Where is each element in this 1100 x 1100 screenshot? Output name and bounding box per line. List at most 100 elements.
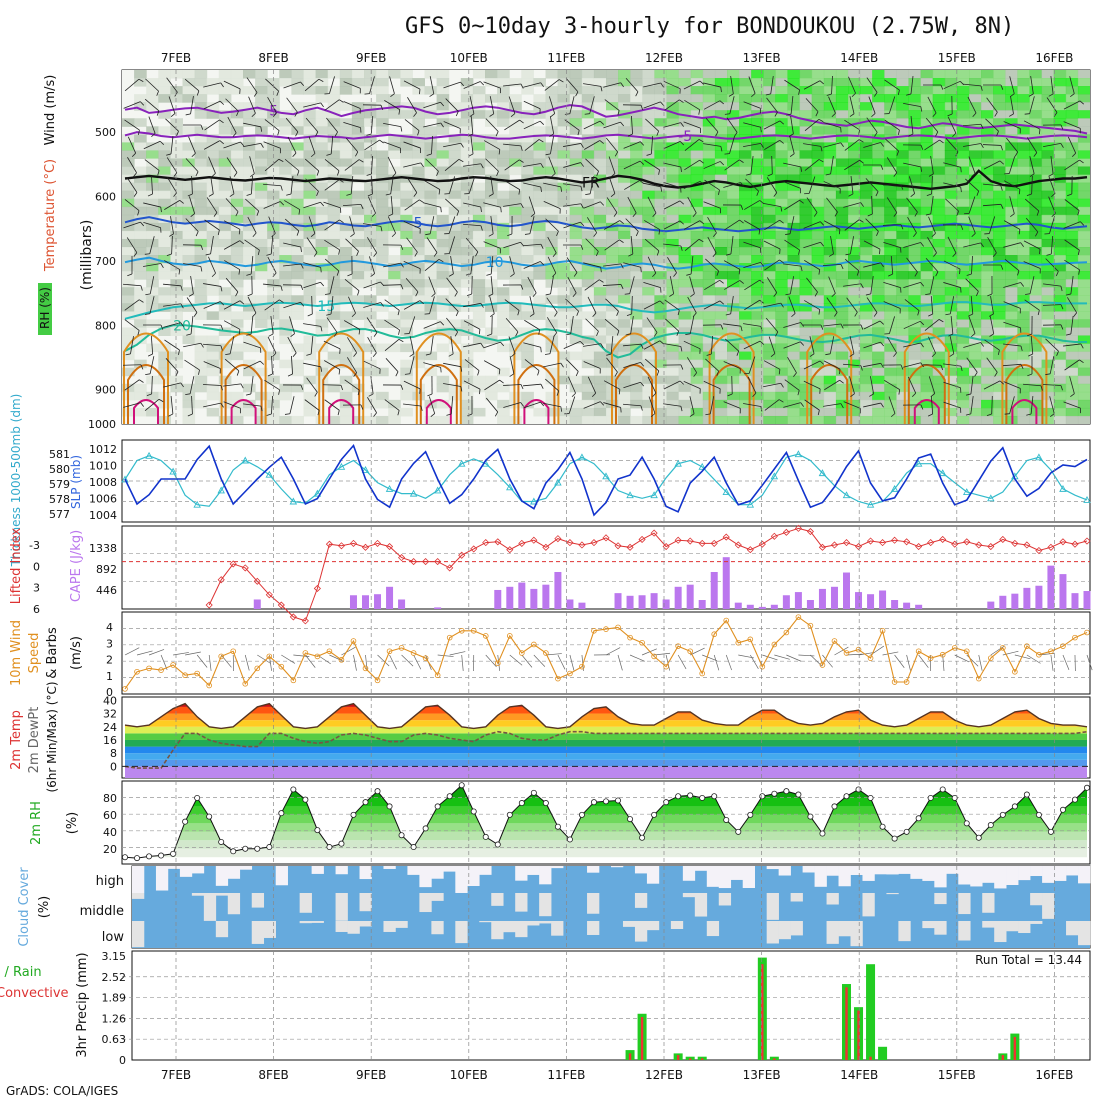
wind-barb: [843, 401, 861, 409]
rh-cell: [339, 391, 353, 401]
rh-cell: [315, 415, 329, 424]
rh-cell: [860, 263, 873, 272]
rh-cell: [593, 118, 607, 127]
rh-cell: [727, 271, 740, 280]
rh-cell: [739, 70, 752, 79]
rh-cell: [1041, 367, 1055, 377]
wind-barb-flag: [371, 212, 376, 218]
rh-cell: [557, 86, 571, 95]
wind-barb: [305, 117, 319, 133]
rh-cell: [146, 247, 159, 256]
rh-cell: [545, 102, 559, 111]
rh-cell: [944, 255, 958, 264]
wind-barb: [884, 79, 900, 91]
li-marker: [398, 554, 406, 562]
rh-cell: [860, 182, 873, 192]
wind-barb-flag: [860, 283, 864, 289]
wind-barb: [1063, 343, 1081, 347]
rh-cell: [339, 247, 353, 256]
li-marker: [325, 540, 333, 548]
rh-cell: [243, 311, 256, 320]
wind-barb-flag: [926, 193, 932, 196]
rh-cell: [896, 214, 909, 224]
rh-cell: [327, 238, 341, 248]
wind-barb: [970, 295, 974, 315]
rh-cell: [1029, 166, 1043, 176]
rh-cell: [739, 102, 752, 111]
rh-cell: [424, 182, 438, 192]
rh-cell: [243, 118, 256, 127]
rh-cell: [533, 247, 546, 256]
wind-barb: [764, 140, 780, 150]
rh-cell: [763, 319, 776, 328]
rh-cell: [1053, 287, 1067, 296]
wind-barb-flag: [1078, 269, 1080, 275]
rh-cell: [908, 247, 922, 256]
rh-cell: [424, 142, 438, 151]
rh-cell: [509, 238, 522, 248]
rh-cell: [896, 255, 909, 264]
rh-cell: [497, 142, 510, 151]
wind-barb-flag: [220, 301, 225, 306]
rh-cell: [327, 102, 341, 111]
rh-cell: [472, 206, 486, 216]
wind-barb-flag: [499, 379, 504, 384]
rh-cell: [581, 230, 595, 240]
wind-barb-flag: [1004, 413, 1010, 415]
wind-barb-flag: [220, 286, 223, 292]
rh-cell: [509, 126, 522, 135]
rh-cell: [969, 206, 982, 216]
rh-cell: [218, 166, 232, 176]
rh-cell: [376, 303, 389, 312]
wind-barb-flag: [188, 293, 194, 297]
rh-cell: [497, 230, 510, 240]
thickness-marker: [890, 484, 899, 492]
wind-barb: [765, 317, 779, 333]
wind-barb-flag: [820, 324, 824, 330]
rh-cell: [848, 271, 861, 280]
wind-barb-flag: [198, 369, 200, 375]
rh-cell: [666, 311, 680, 320]
wind-barb: [663, 162, 681, 168]
wind-barb-flag: [960, 187, 962, 193]
wind-barb: [930, 196, 934, 214]
rh-cell: [194, 287, 208, 296]
rh-cell: [823, 415, 837, 424]
rh-cell: [944, 343, 958, 353]
wind-barb: [684, 159, 700, 171]
rh-cell: [811, 214, 825, 224]
rh-cell: [581, 150, 595, 159]
wind-barb: [863, 320, 881, 330]
rh-cell: [339, 375, 353, 385]
rh-cell: [533, 206, 546, 216]
rh-cell: [243, 367, 256, 377]
rh-cell: [835, 287, 849, 296]
wind-barb-flag: [1000, 264, 1004, 270]
rh-cell: [1017, 263, 1030, 272]
rh-cell: [751, 311, 764, 320]
rh-cell: [1053, 110, 1067, 119]
rh-cell: [799, 206, 813, 216]
rh-cell: [339, 230, 353, 240]
rh-cell: [424, 351, 438, 361]
wind-barb-flag: [1026, 193, 1032, 196]
wind-barb-flag: [774, 111, 778, 117]
wind-barb: [163, 382, 181, 388]
wind-barb-flag: [935, 131, 939, 137]
rh-cell: [509, 206, 522, 216]
wind-barb-flag: [1060, 286, 1063, 292]
rh-cell: [969, 311, 982, 320]
rh-cell: [690, 166, 704, 176]
rh-cell: [569, 198, 583, 208]
rh-cell: [751, 126, 764, 135]
rh-cell: [969, 415, 982, 424]
rh-cell: [497, 271, 510, 280]
wind-barb: [444, 158, 460, 172]
rh-cell: [739, 214, 752, 224]
rh-cell: [170, 327, 183, 336]
rh-cell: [339, 295, 353, 304]
rh-cell: [606, 247, 619, 256]
rh-cell: [1053, 271, 1067, 280]
rh-cell: [315, 214, 329, 224]
cape-bar: [770, 604, 778, 609]
